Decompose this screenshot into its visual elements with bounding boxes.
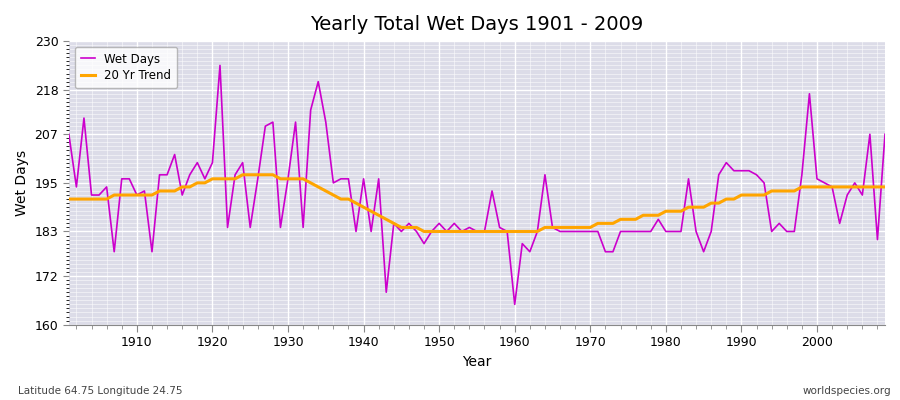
Wet Days — [214, 63, 225, 68]
X-axis label: Year: Year — [463, 355, 491, 369]
20 Yr Trend — [418, 229, 429, 234]
20 Yr Trend — [615, 217, 626, 222]
20 Yr Trend — [517, 229, 527, 234]
Wet Days — [615, 229, 626, 234]
20 Yr Trend — [298, 176, 309, 181]
Text: worldspecies.org: worldspecies.org — [803, 386, 891, 396]
Text: Latitude 64.75 Longitude 24.75: Latitude 64.75 Longitude 24.75 — [18, 386, 183, 396]
Legend: Wet Days, 20 Yr Trend: Wet Days, 20 Yr Trend — [75, 47, 177, 88]
20 Yr Trend — [63, 197, 74, 202]
Wet Days — [509, 302, 520, 307]
20 Yr Trend — [343, 197, 354, 202]
Wet Days — [517, 241, 527, 246]
20 Yr Trend — [879, 184, 890, 189]
Title: Yearly Total Wet Days 1901 - 2009: Yearly Total Wet Days 1901 - 2009 — [310, 15, 644, 34]
20 Yr Trend — [525, 229, 535, 234]
Wet Days — [343, 176, 354, 181]
Line: 20 Yr Trend: 20 Yr Trend — [68, 175, 885, 232]
20 Yr Trend — [124, 193, 135, 198]
Wet Days — [525, 249, 535, 254]
Wet Days — [63, 132, 74, 137]
Wet Days — [298, 225, 309, 230]
20 Yr Trend — [238, 172, 248, 177]
Line: Wet Days: Wet Days — [68, 66, 885, 304]
Wet Days — [124, 176, 135, 181]
Y-axis label: Wet Days: Wet Days — [15, 150, 29, 216]
Wet Days — [879, 132, 890, 137]
